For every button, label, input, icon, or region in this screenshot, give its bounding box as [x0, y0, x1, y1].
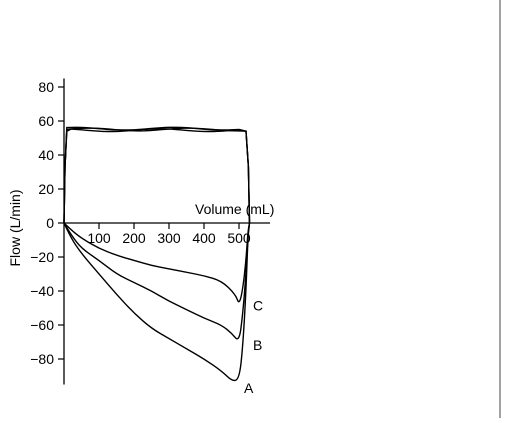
x-axis-title: Volume (mL) — [195, 201, 274, 217]
x-tick-label: 200 — [122, 230, 146, 246]
series-label-a: A — [244, 380, 254, 396]
y-tick-label: 60 — [38, 113, 54, 129]
y-axis-title: Flow (L/min) — [7, 189, 23, 266]
series-label-c: C — [253, 298, 263, 314]
y-tick-label: 0 — [46, 215, 54, 231]
series-line-c — [63, 222, 251, 303]
x-tick-label: 100 — [87, 230, 111, 246]
y-tick-label: −80 — [30, 351, 54, 367]
y-tick-label: −60 — [30, 317, 54, 333]
x-tick-label: 300 — [157, 230, 181, 246]
inspiration-trace — [63, 126, 251, 224]
series-label-b: B — [253, 337, 262, 353]
y-tick-label: −20 — [30, 249, 54, 265]
series-layer: A B C — [63, 222, 263, 396]
series-line-b — [63, 222, 251, 340]
y-tick-label: −40 — [30, 283, 54, 299]
series-line-a — [63, 222, 251, 382]
y-tick-label: 20 — [38, 181, 54, 197]
x-tick-label: 400 — [192, 230, 216, 246]
y-tick-label: 40 — [38, 147, 54, 163]
inspiration-trace — [63, 128, 251, 224]
y-tick-label: 80 — [38, 79, 54, 95]
inspiration-loops — [63, 126, 251, 224]
x-tick-label: 500 — [227, 230, 251, 246]
